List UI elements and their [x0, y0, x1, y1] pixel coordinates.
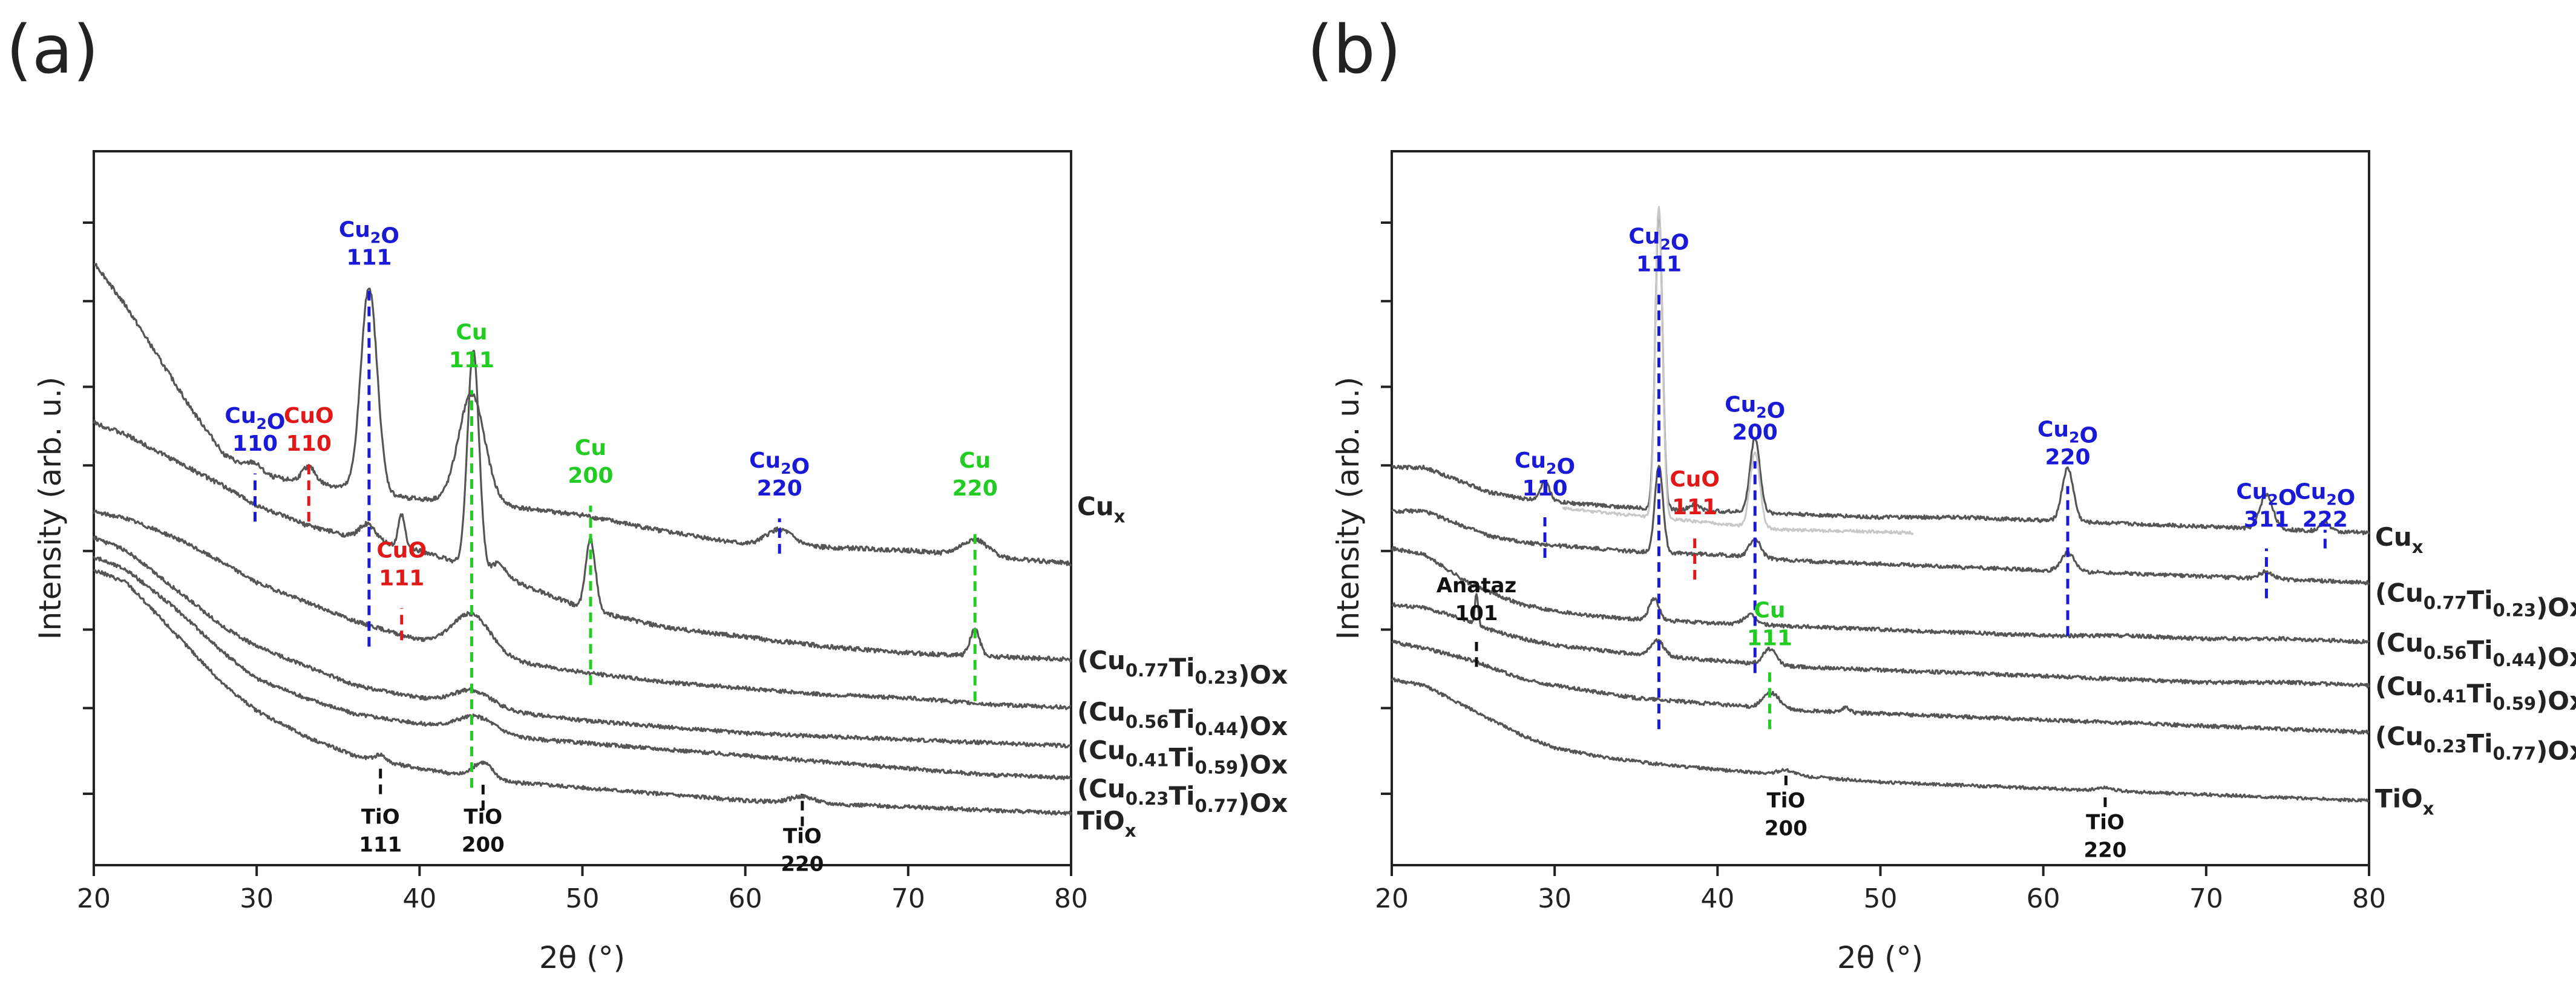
x-tick-label: 50 [566, 883, 600, 914]
peak-index: 111 [449, 348, 494, 373]
peak-label: Anataz [1437, 574, 1516, 598]
peak-index: 111 [346, 246, 392, 270]
series-label: (Cu0.56Ti0.44)Ox [1077, 697, 1288, 741]
peak-index: 111 [1636, 252, 1682, 276]
series-label: (Cu0.41Ti0.59)Ox [1077, 735, 1288, 779]
x-tick-label: 60 [729, 883, 762, 914]
x-tick-label: 60 [2027, 883, 2060, 914]
x-tick-label: 50 [1864, 883, 1898, 914]
plot-marks: 20 30 40 50 60 70 80 Cux (Cu0.77Ti0.23)Ox (Cu0.56… [1375, 206, 2576, 914]
peak-index: 110 [232, 431, 278, 456]
peak-index: 111 [1672, 495, 1717, 520]
series-line [93, 509, 1072, 710]
x-tick-label: 30 [1538, 883, 1571, 914]
peak-label: Cu2O [1515, 448, 1575, 479]
series-line [1391, 593, 2370, 688]
panel-b: (b) 20 30 40 50 60 70 80 Cux (Cu0.77Ti0.23)Ox (Cu… [1307, 11, 2576, 975]
peak-label: CuO [376, 538, 427, 563]
x-tick-label: 30 [240, 883, 274, 914]
peak-label: Cu [1754, 598, 1785, 623]
x-tick-label: 20 [1375, 883, 1409, 914]
peak-label: Cu2O [2236, 480, 2296, 511]
peak-label: Cu [959, 448, 991, 473]
peak-index: 220 [757, 476, 802, 501]
plot-marks: 20 30 40 50 60 70 80 Cux (Cu0.77Ti0.23)Ox (Cu0.56… [77, 218, 1288, 914]
peak-label: Cu2O [749, 448, 810, 479]
peak-index: 200 [1732, 420, 1778, 445]
peak-index: 111 [359, 833, 402, 857]
x-tick-label: 70 [891, 883, 925, 914]
peak-index: 200 [1765, 817, 1807, 841]
peak-label: Cu [575, 436, 606, 460]
peak-index: 222 [2302, 508, 2348, 532]
series-line [93, 535, 1072, 749]
peak-label: TiO [1767, 789, 1806, 813]
panel-a: (a) 20 30 40 50 60 70 80 Cux (Cu0.77Ti0.23)Ox (Cu… [6, 11, 1288, 975]
peak-label: Cu2O [2295, 480, 2355, 511]
series-label: TiOx [2375, 784, 2434, 819]
peak-label: Cu [456, 320, 487, 345]
x-tick-label: 80 [1054, 883, 1088, 914]
x-tick-label: 70 [2189, 883, 2223, 914]
peak-label: Cu2O [2037, 417, 2098, 448]
series-line [93, 555, 1072, 780]
plot-frame [1391, 150, 2370, 866]
series-label: (Cu0.77Ti0.23)Ox [2375, 578, 2576, 623]
peak-index: 200 [462, 833, 505, 857]
series-line [93, 350, 1072, 663]
series-line [93, 263, 1072, 567]
panel-label: (b) [1307, 11, 1401, 88]
peak-label: TiO [2086, 811, 2125, 835]
peak-label: Cu2O [1628, 224, 1689, 255]
peak-index: 110 [1522, 476, 1567, 501]
series-line [1391, 546, 2370, 644]
peak-index: 311 [2244, 508, 2289, 532]
plot-frame [93, 150, 1072, 866]
series-line [1391, 677, 2370, 803]
peak-label: Cu2O [224, 404, 285, 434]
peak-index: 220 [781, 852, 824, 876]
peak-index: 220 [2083, 839, 2126, 863]
series-line [93, 569, 1072, 816]
x-tick-label: 80 [2352, 883, 2386, 914]
x-tick-label: 20 [77, 883, 111, 914]
peak-index: 220 [2045, 445, 2090, 470]
peak-label: Cu2O [339, 218, 399, 249]
peak-label: CuO [284, 404, 334, 428]
series-label: (Cu0.23Ti0.77)Ox [2375, 722, 2576, 766]
series-label: (Cu0.56Ti0.44)Ox [2375, 628, 2576, 672]
series-label: TiOx [1077, 806, 1136, 841]
peak-index: 111 [1747, 626, 1792, 650]
series-line [1562, 206, 1914, 535]
peak-index: 101 [1455, 601, 1498, 626]
peak-label: CuO [1670, 467, 1720, 492]
peak-index: 110 [286, 431, 332, 456]
series-label: (Cu0.41Ti0.59)Ox [2375, 672, 2576, 716]
x-axis-label: 2θ (°) [1837, 940, 1923, 975]
peak-index: 200 [568, 463, 613, 488]
peak-label: TiO [464, 805, 502, 829]
series-line [1391, 210, 2370, 535]
y-axis-label: Intensity (arb. u.) [1331, 377, 1366, 640]
x-axis-label: 2θ (°) [539, 940, 625, 975]
peak-label: TiO [361, 805, 400, 829]
peak-index: 220 [952, 476, 998, 501]
series-line [1391, 639, 2370, 735]
series-label: (Cu0.23Ti0.77)Ox [1077, 774, 1288, 818]
peak-index: 111 [379, 566, 424, 591]
panel-label: (a) [6, 11, 99, 88]
x-tick-label: 40 [1700, 883, 1734, 914]
peak-label: TiO [783, 824, 822, 848]
series-label: (Cu0.77Ti0.23)Ox [1077, 646, 1288, 690]
series-line [1391, 465, 2370, 586]
x-tick-label: 40 [402, 883, 436, 914]
y-axis-label: Intensity (arb. u.) [33, 377, 68, 640]
peak-label: Cu2O [1725, 393, 1785, 424]
series-label: Cux [2375, 522, 2424, 557]
series-label: Cux [1077, 492, 1126, 527]
